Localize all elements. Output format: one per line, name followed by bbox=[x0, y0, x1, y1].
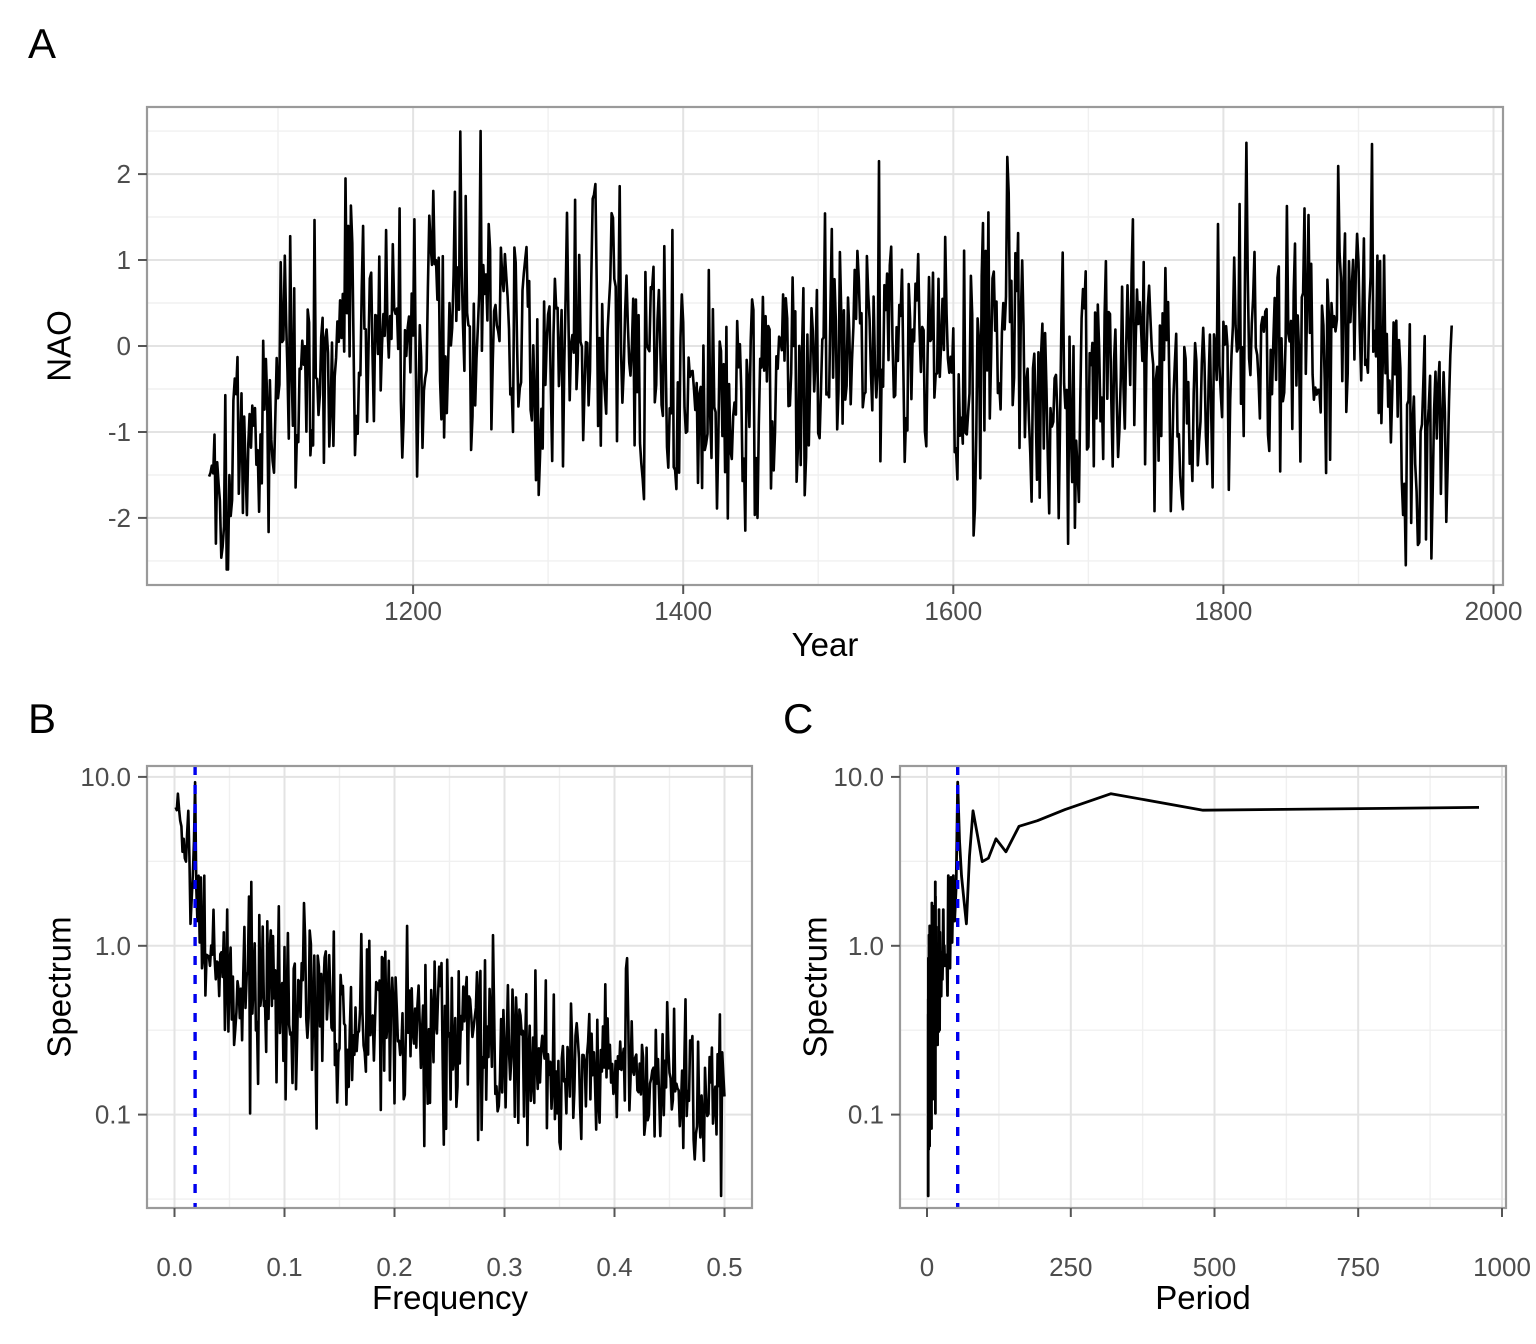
panel-b-x-axis-title: Frequency bbox=[372, 1279, 528, 1316]
nao-series-line bbox=[207, 129, 1453, 571]
y-axis-tick-label: 2 bbox=[117, 159, 131, 189]
x-axis-tick-label: 0.0 bbox=[156, 1252, 192, 1282]
panel-c-x-axis-title: Period bbox=[1155, 1279, 1250, 1316]
x-axis-tick-label: 1400 bbox=[654, 596, 712, 626]
x-axis-tick-label: 0.3 bbox=[486, 1252, 522, 1282]
x-axis-tick-label: 1000 bbox=[1473, 1252, 1531, 1282]
y-axis-tick-label: 0.1 bbox=[848, 1100, 884, 1130]
x-axis-tick-label: 0.1 bbox=[266, 1252, 302, 1282]
panel-border bbox=[145, 764, 754, 1210]
y-axis-tick-label: 10.0 bbox=[80, 762, 131, 792]
panel-c-canvas: 0 250 500 750 1000 10.0 1.0 0.1 bbox=[833, 762, 1531, 1282]
x-axis-tick-label: 500 bbox=[1193, 1252, 1236, 1282]
x-axis-tick-label: 1200 bbox=[384, 596, 442, 626]
spectrum-vs-period-line bbox=[926, 780, 1480, 1198]
y-axis-tick-label: 1 bbox=[117, 245, 131, 275]
panel-c: C 0 250 500 750 1000 10.0 1.0 0.1 Period Spectr… bbox=[783, 695, 1531, 1316]
x-axis-tick-label: 0.4 bbox=[596, 1252, 632, 1282]
x-axis-tick-label: 250 bbox=[1049, 1252, 1092, 1282]
panel-a-letter: A bbox=[28, 20, 56, 67]
y-axis-tick-label: 1.0 bbox=[848, 931, 884, 961]
panel-b-letter: B bbox=[28, 695, 56, 742]
panel-b: B 0.0 0.1 0.2 0.3 0.4 0.5 10.0 1.0 0.1 Frequency… bbox=[28, 695, 754, 1316]
panel-b-canvas: 0.0 0.1 0.2 0.3 0.4 0.5 10.0 1.0 0.1 bbox=[80, 762, 754, 1282]
x-axis-tick-label: 2000 bbox=[1465, 596, 1523, 626]
x-axis-tick-label: 1800 bbox=[1194, 596, 1252, 626]
panel-c-y-axis-title: Spectrum bbox=[797, 916, 834, 1057]
x-axis-tick-label: 750 bbox=[1337, 1252, 1380, 1282]
panel-b-y-axis-title: Spectrum bbox=[41, 916, 78, 1057]
periodogram-line bbox=[174, 780, 726, 1198]
y-axis-tick-label: 1.0 bbox=[95, 931, 131, 961]
x-axis-tick-label: 0.2 bbox=[376, 1252, 412, 1282]
panel-c-letter: C bbox=[783, 695, 813, 742]
y-axis-tick-label: 10.0 bbox=[833, 762, 884, 792]
y-axis-tick-label: 0 bbox=[117, 331, 131, 361]
y-axis-tick-label: 0.1 bbox=[95, 1100, 131, 1130]
panel-a: A 1200 1400 1600 1800 2000 2 1 0 -1 -2 Year NAO bbox=[28, 20, 1523, 663]
x-axis-tick-label: 1600 bbox=[924, 596, 982, 626]
y-axis-tick-label: -2 bbox=[108, 503, 131, 533]
x-axis-tick-label: 0.5 bbox=[706, 1252, 742, 1282]
x-axis-tick-label: 0 bbox=[920, 1252, 934, 1282]
y-axis-tick-label: -1 bbox=[108, 417, 131, 447]
panel-a-canvas: 1200 1400 1600 1800 2000 2 1 0 -1 -2 bbox=[108, 105, 1523, 626]
panel-a-y-axis-title: NAO bbox=[41, 310, 78, 382]
panel-border bbox=[898, 764, 1508, 1210]
panel-a-x-axis-title: Year bbox=[792, 626, 859, 663]
